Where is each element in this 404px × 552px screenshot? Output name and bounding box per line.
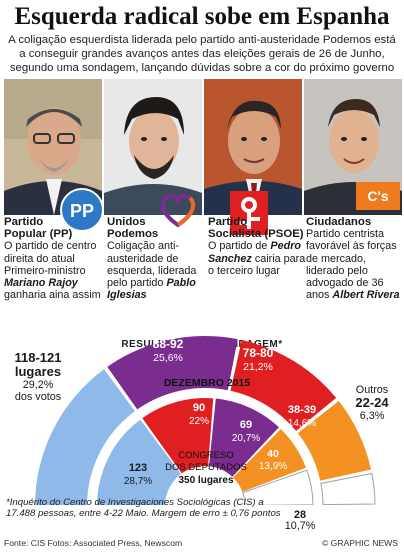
- congress-line2: DOS DEPUTADOS: [165, 462, 247, 473]
- podemos-outer-pct: 25,6%: [153, 352, 183, 364]
- psoe-inner-pct: 22%: [189, 416, 209, 427]
- ring-segment-outros: [320, 472, 376, 505]
- pp-outer-note: dos votos: [14, 391, 62, 403]
- footnote: *Inquérito do Centro de Investigaciones …: [6, 497, 281, 519]
- leader-name: Pedro Sanchez: [208, 240, 302, 265]
- others-outer-label: Outros 22-24 6,3%: [340, 384, 404, 422]
- cs-outer-seats: 38-39: [288, 404, 316, 416]
- ring-segment-pp: [35, 369, 135, 505]
- pp-outer-label: 118-121 lugares 29,2% dos votos: [2, 350, 74, 404]
- cs-inner-pct: 13,9%: [259, 461, 287, 472]
- pp-outer-pct: 29,2%: [22, 379, 54, 391]
- others-dec-label: 28 10,7%: [280, 510, 320, 532]
- cs-inner-seats: 40: [267, 448, 279, 460]
- party-description: O partido de Pedro Sanchez cairia para o…: [208, 240, 306, 277]
- ring-segment-ciudadanos: [233, 429, 306, 492]
- party-block-ciudadanos: Ciudadanos Partido centrista favorável à…: [306, 216, 404, 301]
- podemos-inner-pct: 20,7%: [232, 433, 260, 444]
- podemos-outer-seats: 88-92: [153, 337, 184, 351]
- hemicycle-chart: DEZEMBRO 2015 88-92 25,6% 78-80 21,2% 38…: [35, 336, 376, 505]
- party-description: Partido centrista favorável às forças de…: [306, 228, 400, 302]
- pp-outer-unit: lugares: [14, 364, 62, 379]
- ring-segment-pp: [97, 419, 181, 505]
- others-dec-pct: 10,7%: [284, 520, 316, 532]
- leader-name: Mariano Rajoy: [4, 277, 78, 290]
- others-dec-seats: 28: [293, 509, 306, 521]
- ring-segment-ciudadanos: [297, 401, 372, 481]
- rose-icon: [230, 191, 268, 235]
- party-description: O partido de centro direita do atual Pri…: [4, 240, 101, 302]
- psoe-outer-seats: 78-80: [243, 346, 274, 360]
- inner-ring: [97, 398, 314, 505]
- cs-outer-pct: 14,6%: [288, 418, 316, 429]
- svg-text:PP: PP: [70, 201, 94, 221]
- psoe-inner-seats: 90: [193, 402, 205, 414]
- party-name: Partido Popular (PP): [4, 216, 73, 241]
- party-name: Ciudadanos: [306, 216, 372, 228]
- outer-ring: [35, 336, 376, 505]
- party-block-psoe: Partido Socialista (PSOE) O partido de Pe…: [208, 216, 306, 277]
- leader-name: Pablo Iglesias: [107, 277, 196, 302]
- congress-line1: CONGRESO: [178, 450, 233, 461]
- portrait-iglesias: [104, 79, 202, 215]
- party-name: Partido Socialista (PSOE): [208, 216, 304, 241]
- podemos-inner-seats: 69: [240, 419, 252, 431]
- pp-inner-pct: 28,7%: [124, 476, 152, 487]
- pp-outer-seats: 118-121: [14, 350, 62, 365]
- copyright: © GRAPHIC NEWS: [321, 538, 398, 548]
- party-block-pp: Partido Popular (PP) O partido de centro …: [4, 216, 102, 301]
- pp-inner-seats: 123: [129, 462, 147, 474]
- others-name: Outros: [355, 384, 389, 396]
- others-seats: 22-24: [355, 395, 389, 410]
- ring-segment-psoe: [142, 398, 214, 474]
- subtitle: A coligação esquerdista liderada pelo pa…: [8, 34, 396, 74]
- party-block-podemos: Unidos Podemos Coligação anti-austeridade…: [107, 216, 205, 301]
- party-name: Unidos Podemos: [107, 216, 159, 241]
- psoe-outer-pct: 21,2%: [243, 361, 273, 373]
- page-title: Esquerda radical sobe em Espanha: [14, 3, 390, 30]
- ring-segment-unidos-podemos: [107, 336, 238, 410]
- party-description: Coligação anti-austeridade de esquerda, …: [107, 240, 197, 302]
- heart-icon: [158, 192, 198, 228]
- leader-name: Albert Rivera: [332, 289, 400, 302]
- others-pct: 6,3%: [359, 410, 385, 422]
- ring-segment-podemos: [209, 398, 279, 477]
- credits: Fonte: CIS Fotos: Associated Press, News…: [4, 538, 183, 548]
- cs-logo-icon: C's: [356, 182, 400, 210]
- congress-line3: 350 lugares: [178, 475, 233, 486]
- ring-segment-psoe: [230, 340, 337, 431]
- dec-2015-label: DEZEMBRO 2015: [164, 377, 251, 389]
- pp-logo-icon: PP: [60, 188, 104, 232]
- ring-segment-outros: [242, 469, 314, 505]
